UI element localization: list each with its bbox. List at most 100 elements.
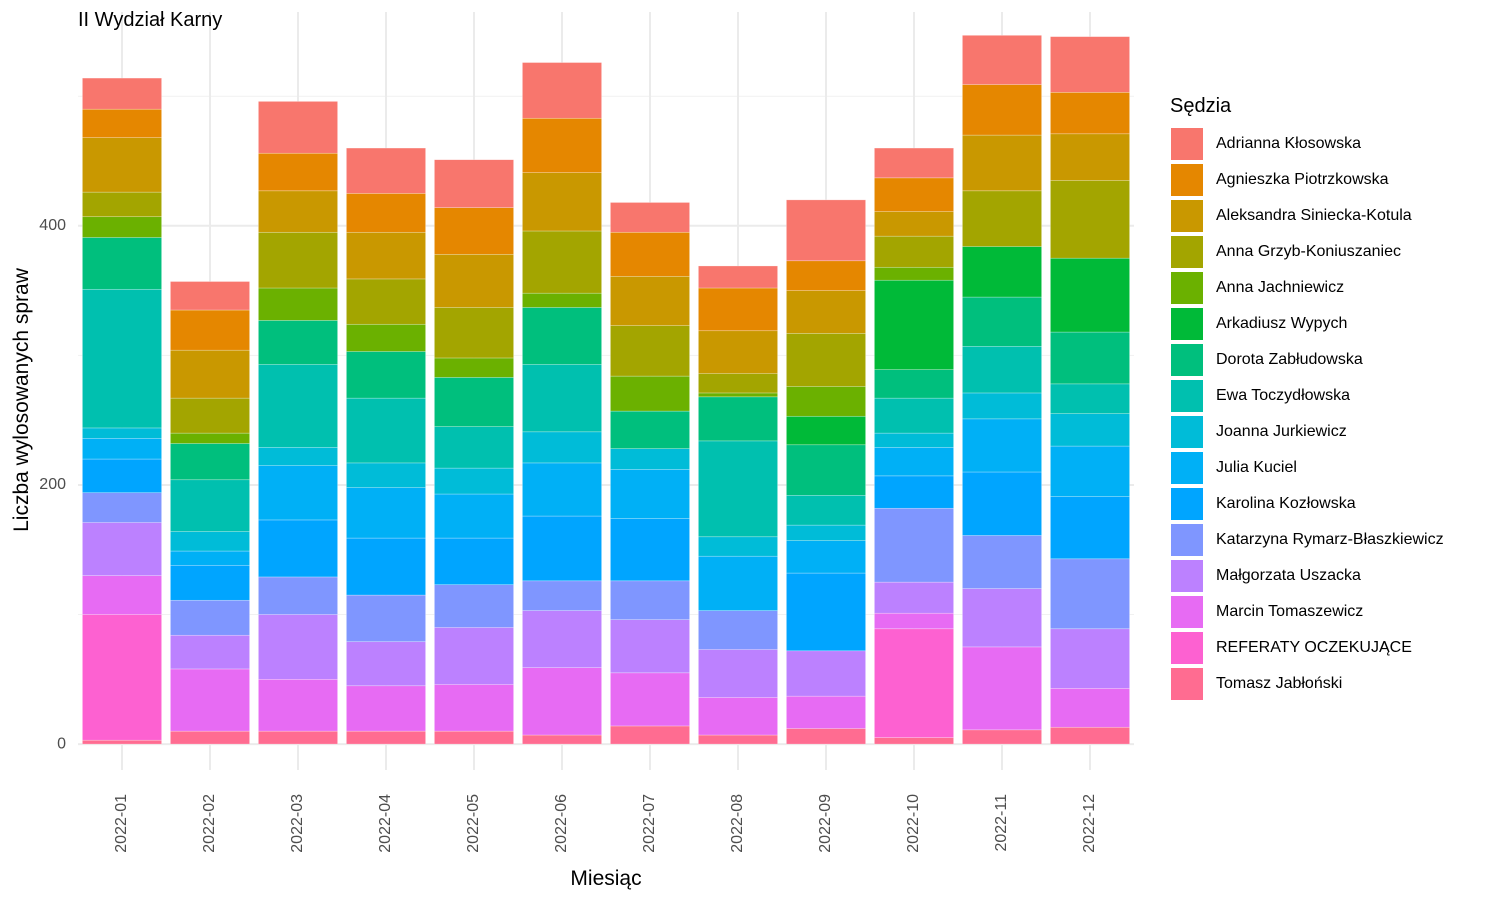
bar-segment [962,535,1042,589]
bar-segment [522,734,602,745]
legend-label: Katarzyna Rymarz-Błaszkiewicz [1216,531,1444,548]
bar-segment [434,684,514,732]
bar-segment [786,650,866,697]
legend-title: Sędzia [1170,95,1232,117]
bar-segment [82,427,162,439]
bar-segment [522,462,602,517]
bar-segment [170,668,250,732]
bar-segment [962,35,1042,85]
legend-label: Małgorzata Uszacka [1216,567,1361,584]
bar-segment [786,415,866,446]
bar-segment [82,191,162,218]
legend-swatch [1171,632,1203,664]
bar-segment [434,307,514,359]
bar-segment [170,634,250,670]
legend-swatch [1171,524,1203,556]
bar-segment [786,495,866,526]
legend-label: Julia Kuciel [1216,459,1297,476]
bar-segment [434,159,514,208]
chart-title: II Wydział Karny [78,9,222,31]
legend-label: Aleksandra Siniecka-Kotula [1216,207,1412,224]
legend-label: Anna Grzyb-Koniuszaniec [1216,243,1401,260]
x-tick-label: 2022-11 [993,794,1010,852]
bar-segment [434,493,514,539]
bar-segment [258,190,338,233]
bar-segment [522,580,602,611]
bar-segment [170,443,250,481]
bar-segment [874,397,954,434]
y-tick-labels: 0 200 400 [39,217,66,752]
bar-segment [434,467,514,495]
bar-segment [82,437,162,460]
bar-segment [82,522,162,576]
bar-segment [698,330,778,374]
bar-segment [610,518,690,582]
bar-segment [874,507,954,583]
bar-segment [786,728,866,745]
bar-segment [522,667,602,736]
bar-segment [874,737,954,745]
bar-segment [962,246,1042,298]
bar-segment [346,685,426,732]
bar-segment [434,254,514,308]
bar-segment [874,235,954,268]
x-tick-label: 2022-08 [729,794,746,853]
bar-segment [346,641,426,687]
legend-swatch [1171,308,1203,340]
legend-swatch [1171,488,1203,520]
bar-segment [522,515,602,582]
legend-label: Joanna Jurkiewicz [1216,423,1347,440]
legend-label: Dorota Zabłudowska [1216,351,1363,368]
bar-segment [170,730,250,745]
bar-segment [170,397,250,434]
bar-segment [258,730,338,745]
bar-segment [346,397,426,464]
bar-segment [346,487,426,539]
bar-segment [786,260,866,291]
bar-segment [522,230,602,294]
bar-segment [82,288,162,429]
bar-segment [170,309,250,351]
bar-segment [1050,133,1130,181]
bar-segment [962,418,1042,473]
legend-swatch [1171,344,1203,376]
bar-segment [1050,180,1130,259]
bar-segment [962,646,1042,731]
bar-segment [610,580,690,620]
bar-segment [962,345,1042,394]
bar-segment [698,555,778,611]
legend-swatch [1171,236,1203,268]
y-axis-label: Liczba wylosowanych spraw [10,267,33,532]
bar-segment [874,369,954,399]
bar-segment [962,729,1042,745]
bar-segment [82,137,162,193]
bar-segment [522,62,602,119]
bar-segment [258,447,338,466]
bar-segment [346,193,426,233]
bar-segment [610,672,690,727]
bar-segment [1050,496,1130,560]
bar-segment [258,320,338,365]
legend-label: REFERATY OCZEKUJĄCE [1216,639,1412,656]
bar-segment [434,730,514,745]
bar-segment [82,77,162,110]
bar-segment [82,237,162,290]
bar-segment [1050,383,1130,414]
y-tick-label: 400 [39,217,66,234]
bar-segment [1050,726,1130,745]
bar-segment [610,325,690,377]
bar-segment [346,231,426,280]
bar-segment [786,540,866,574]
bar-segment [874,211,954,237]
x-tick-label: 2022-07 [641,794,658,853]
bar-segment [698,265,778,289]
legend-swatch [1171,128,1203,160]
x-tick-label: 2022-05 [465,794,482,853]
legend-label: Karolina Kozłowska [1216,495,1356,512]
legend-label: Marcin Tomaszewicz [1216,603,1363,620]
x-tick-labels: 2022-01 2022-02 2022-03 2022-04 2022-05 2022-… [113,794,1098,853]
bar-segment [434,377,514,427]
bar-segment [786,199,866,262]
x-tick-label: 2022-03 [289,794,306,853]
